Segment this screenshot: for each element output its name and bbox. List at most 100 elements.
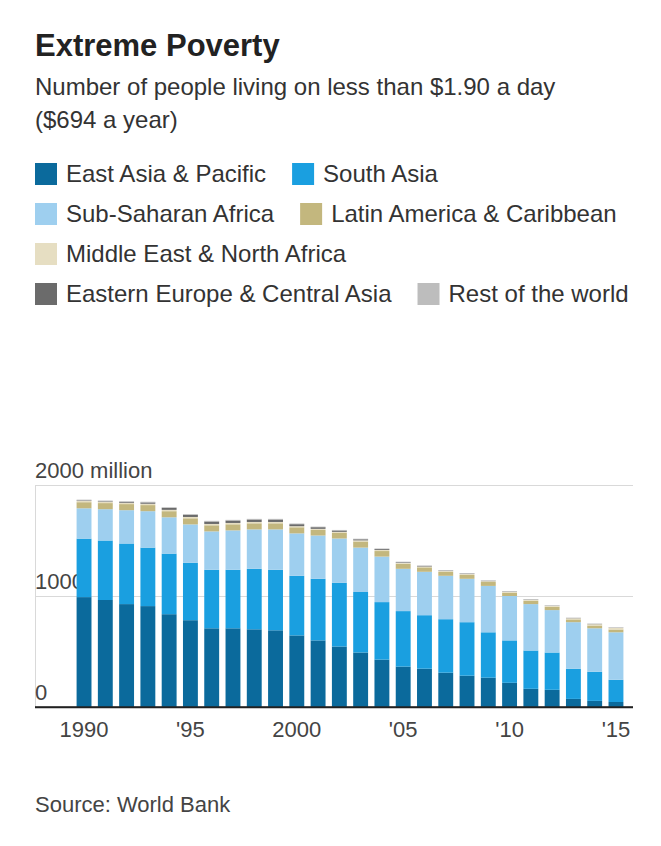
bar <box>545 610 560 652</box>
bar <box>119 504 134 510</box>
bar <box>183 515 198 517</box>
bar <box>396 564 411 569</box>
bar <box>374 548 389 550</box>
x-tick: 2000 <box>272 707 321 742</box>
legend-item: South Asia <box>292 160 438 187</box>
legend-item: Rest of the world <box>418 280 629 307</box>
bar <box>289 526 304 527</box>
legend-label: South Asia <box>323 160 438 187</box>
x-tick: 1990 <box>60 707 109 742</box>
bar <box>523 651 538 689</box>
bar <box>162 511 177 517</box>
bar <box>119 501 134 503</box>
bar <box>332 529 347 531</box>
bar <box>545 652 560 689</box>
bar <box>545 607 560 610</box>
bar <box>587 672 602 701</box>
bar <box>502 591 517 593</box>
bar <box>481 580 496 581</box>
bar <box>268 522 283 523</box>
bar <box>289 527 304 533</box>
bar <box>438 572 453 576</box>
series <box>77 500 624 628</box>
bar <box>204 520 219 522</box>
bar <box>289 635 304 707</box>
bar <box>438 570 453 571</box>
bar <box>162 614 177 707</box>
bar <box>438 571 453 573</box>
bar <box>247 522 262 523</box>
bar <box>609 630 624 633</box>
bar <box>566 618 581 619</box>
bar <box>587 701 602 707</box>
bar <box>438 570 453 571</box>
bar <box>162 554 177 615</box>
legend: East Asia & PacificSouth AsiaSub-Saharan… <box>35 160 629 307</box>
bar <box>545 605 560 606</box>
bar <box>587 624 602 625</box>
bar <box>311 640 326 707</box>
bar <box>226 530 241 569</box>
x-tick-label: '10 <box>495 717 524 742</box>
legend-swatch <box>418 283 440 305</box>
x-tick-label: 1990 <box>60 717 109 742</box>
bar <box>77 501 92 502</box>
bar <box>140 502 155 503</box>
bar <box>140 511 155 547</box>
bar <box>204 525 219 531</box>
bar <box>396 569 411 611</box>
bar <box>481 678 496 707</box>
bar <box>289 576 304 636</box>
bar <box>587 628 602 671</box>
bar <box>587 623 602 624</box>
bar <box>460 575 475 579</box>
bar <box>98 541 113 600</box>
bar <box>77 597 92 707</box>
bar <box>77 508 92 538</box>
y-tick-label: 0 <box>35 680 47 705</box>
y-tick-label: 2000 million <box>35 458 152 483</box>
bar <box>396 561 411 563</box>
bar <box>566 699 581 707</box>
bar <box>417 567 432 571</box>
bar <box>268 523 283 529</box>
bar <box>204 628 219 707</box>
bar <box>374 549 389 551</box>
bar <box>332 583 347 647</box>
bar <box>311 530 326 536</box>
bar <box>417 615 432 669</box>
bar <box>481 586 496 632</box>
bar <box>268 518 283 520</box>
bar <box>140 505 155 511</box>
bar <box>119 510 134 543</box>
bar <box>353 541 368 547</box>
bar <box>268 520 283 522</box>
bar <box>374 551 389 557</box>
bar <box>502 591 517 592</box>
bar <box>183 517 198 518</box>
x-tick-label: '95 <box>176 717 205 742</box>
bar <box>417 669 432 707</box>
bar <box>417 565 432 566</box>
bar <box>566 619 581 622</box>
grid-line <box>35 485 633 486</box>
bar <box>609 627 624 628</box>
bar <box>226 570 241 628</box>
bar <box>77 499 92 501</box>
bar <box>140 501 155 503</box>
bar <box>119 543 134 604</box>
x-tick-label: '15 <box>602 717 631 742</box>
bar <box>460 676 475 707</box>
bar <box>311 529 326 530</box>
bar <box>523 599 538 600</box>
bar <box>140 548 155 606</box>
bar <box>587 626 602 629</box>
bar <box>396 562 411 564</box>
bar <box>460 573 475 574</box>
bar <box>247 523 262 529</box>
series <box>77 502 624 632</box>
bar <box>226 523 241 524</box>
bar <box>502 591 517 592</box>
bar <box>332 532 347 533</box>
legend-label: Middle East & North Africa <box>66 240 347 267</box>
